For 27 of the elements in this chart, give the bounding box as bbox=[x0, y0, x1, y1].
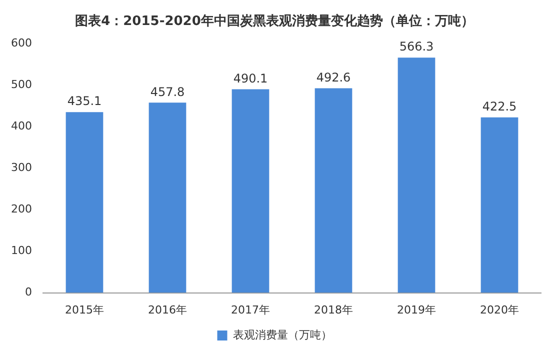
data-label: 492.6 bbox=[316, 70, 351, 84]
data-label: 435.1 bbox=[67, 94, 102, 108]
bar bbox=[398, 58, 436, 293]
data-label: 490.1 bbox=[233, 71, 268, 86]
data-label: 457.8 bbox=[150, 84, 185, 99]
data-label: 422.5 bbox=[482, 99, 517, 114]
x-tick-label: 2019年 bbox=[397, 303, 436, 316]
x-tick-label: 2016年 bbox=[148, 303, 187, 316]
y-tick-label: 300 bbox=[10, 161, 32, 174]
bar bbox=[66, 112, 104, 293]
y-tick-label: 0 bbox=[24, 286, 32, 299]
x-tick-label: 2018年 bbox=[314, 303, 353, 316]
bar bbox=[232, 89, 270, 293]
legend-label: 表观消费量（万吨） bbox=[232, 328, 332, 342]
y-tick-label: 400 bbox=[10, 120, 32, 133]
x-tick-label: 2017年 bbox=[230, 303, 270, 316]
y-tick-label: 100 bbox=[10, 244, 32, 258]
y-tick-label: 500 bbox=[10, 78, 32, 91]
bar bbox=[480, 117, 518, 293]
bar bbox=[148, 102, 186, 293]
data-label: 566.3 bbox=[399, 40, 434, 54]
y-tick-label: 600 bbox=[10, 36, 32, 50]
x-tick-label: 2020年 bbox=[480, 303, 519, 316]
y-tick-label: 200 bbox=[10, 202, 32, 216]
bar bbox=[314, 88, 352, 293]
x-tick-label: 2015年 bbox=[64, 303, 104, 316]
chart-title: 图表4：2015-2020年中国炭黑表观消费量变化趋势（单位：万吨） bbox=[75, 13, 474, 30]
